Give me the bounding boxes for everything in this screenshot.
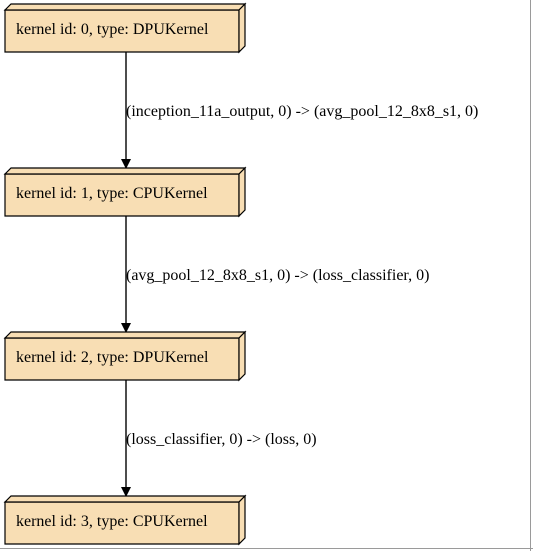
kernel-node-2[interactable]: kernel id: 2, type: DPUKernel [3,330,247,382]
node-box-side [238,494,246,546]
node-box-top [3,495,247,503]
edge-0-1: (inception_11a_output, 0) -> (avg_pool_1… [121,52,478,169]
kernel-node-0[interactable]: kernel id: 0, type: DPUKernel [3,2,247,54]
node-label: kernel id: 2, type: DPUKernel [16,349,209,366]
edge-label: (loss_classifier, 0) -> (loss, 0) [126,431,317,448]
edge-label: (avg_pool_12_8x8_s1, 0) -> (loss_classif… [126,267,429,284]
node-box-top [3,167,247,175]
edge-2-3: (loss_classifier, 0) -> (loss, 0) [121,380,317,497]
node-box-side [238,2,246,54]
kernel-node-3[interactable]: kernel id: 3, type: CPUKernel [3,494,247,546]
node-box-top [3,3,247,11]
node-box-top [3,331,247,339]
kernel-node-1[interactable]: kernel id: 1, type: CPUKernel [3,166,247,218]
node-box-side [238,166,246,218]
node-label: kernel id: 3, type: CPUKernel [16,513,208,530]
edge-label: (inception_11a_output, 0) -> (avg_pool_1… [126,103,478,120]
node-label: kernel id: 0, type: DPUKernel [16,21,209,38]
node-label: kernel id: 1, type: CPUKernel [16,185,208,202]
edge-1-2: (avg_pool_12_8x8_s1, 0) -> (loss_classif… [121,216,429,333]
node-box-side [238,330,246,382]
